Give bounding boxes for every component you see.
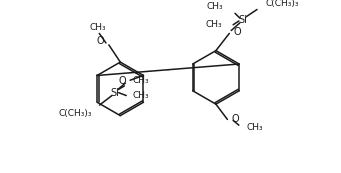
Text: CH₃: CH₃	[205, 20, 222, 29]
Text: CH₃: CH₃	[133, 76, 150, 85]
Text: Si: Si	[110, 88, 119, 98]
Text: CH₃: CH₃	[89, 23, 106, 32]
Text: Si: Si	[238, 15, 247, 25]
Text: O: O	[119, 76, 126, 86]
Text: O: O	[97, 36, 104, 46]
Text: O: O	[231, 115, 239, 124]
Text: C(CH₃)₃: C(CH₃)₃	[266, 0, 299, 8]
Text: CH₃: CH₃	[247, 123, 263, 132]
Text: C(CH₃)₃: C(CH₃)₃	[58, 109, 92, 118]
Text: CH₃: CH₃	[207, 2, 224, 11]
Text: O: O	[233, 28, 241, 37]
Text: CH₃: CH₃	[133, 91, 150, 100]
